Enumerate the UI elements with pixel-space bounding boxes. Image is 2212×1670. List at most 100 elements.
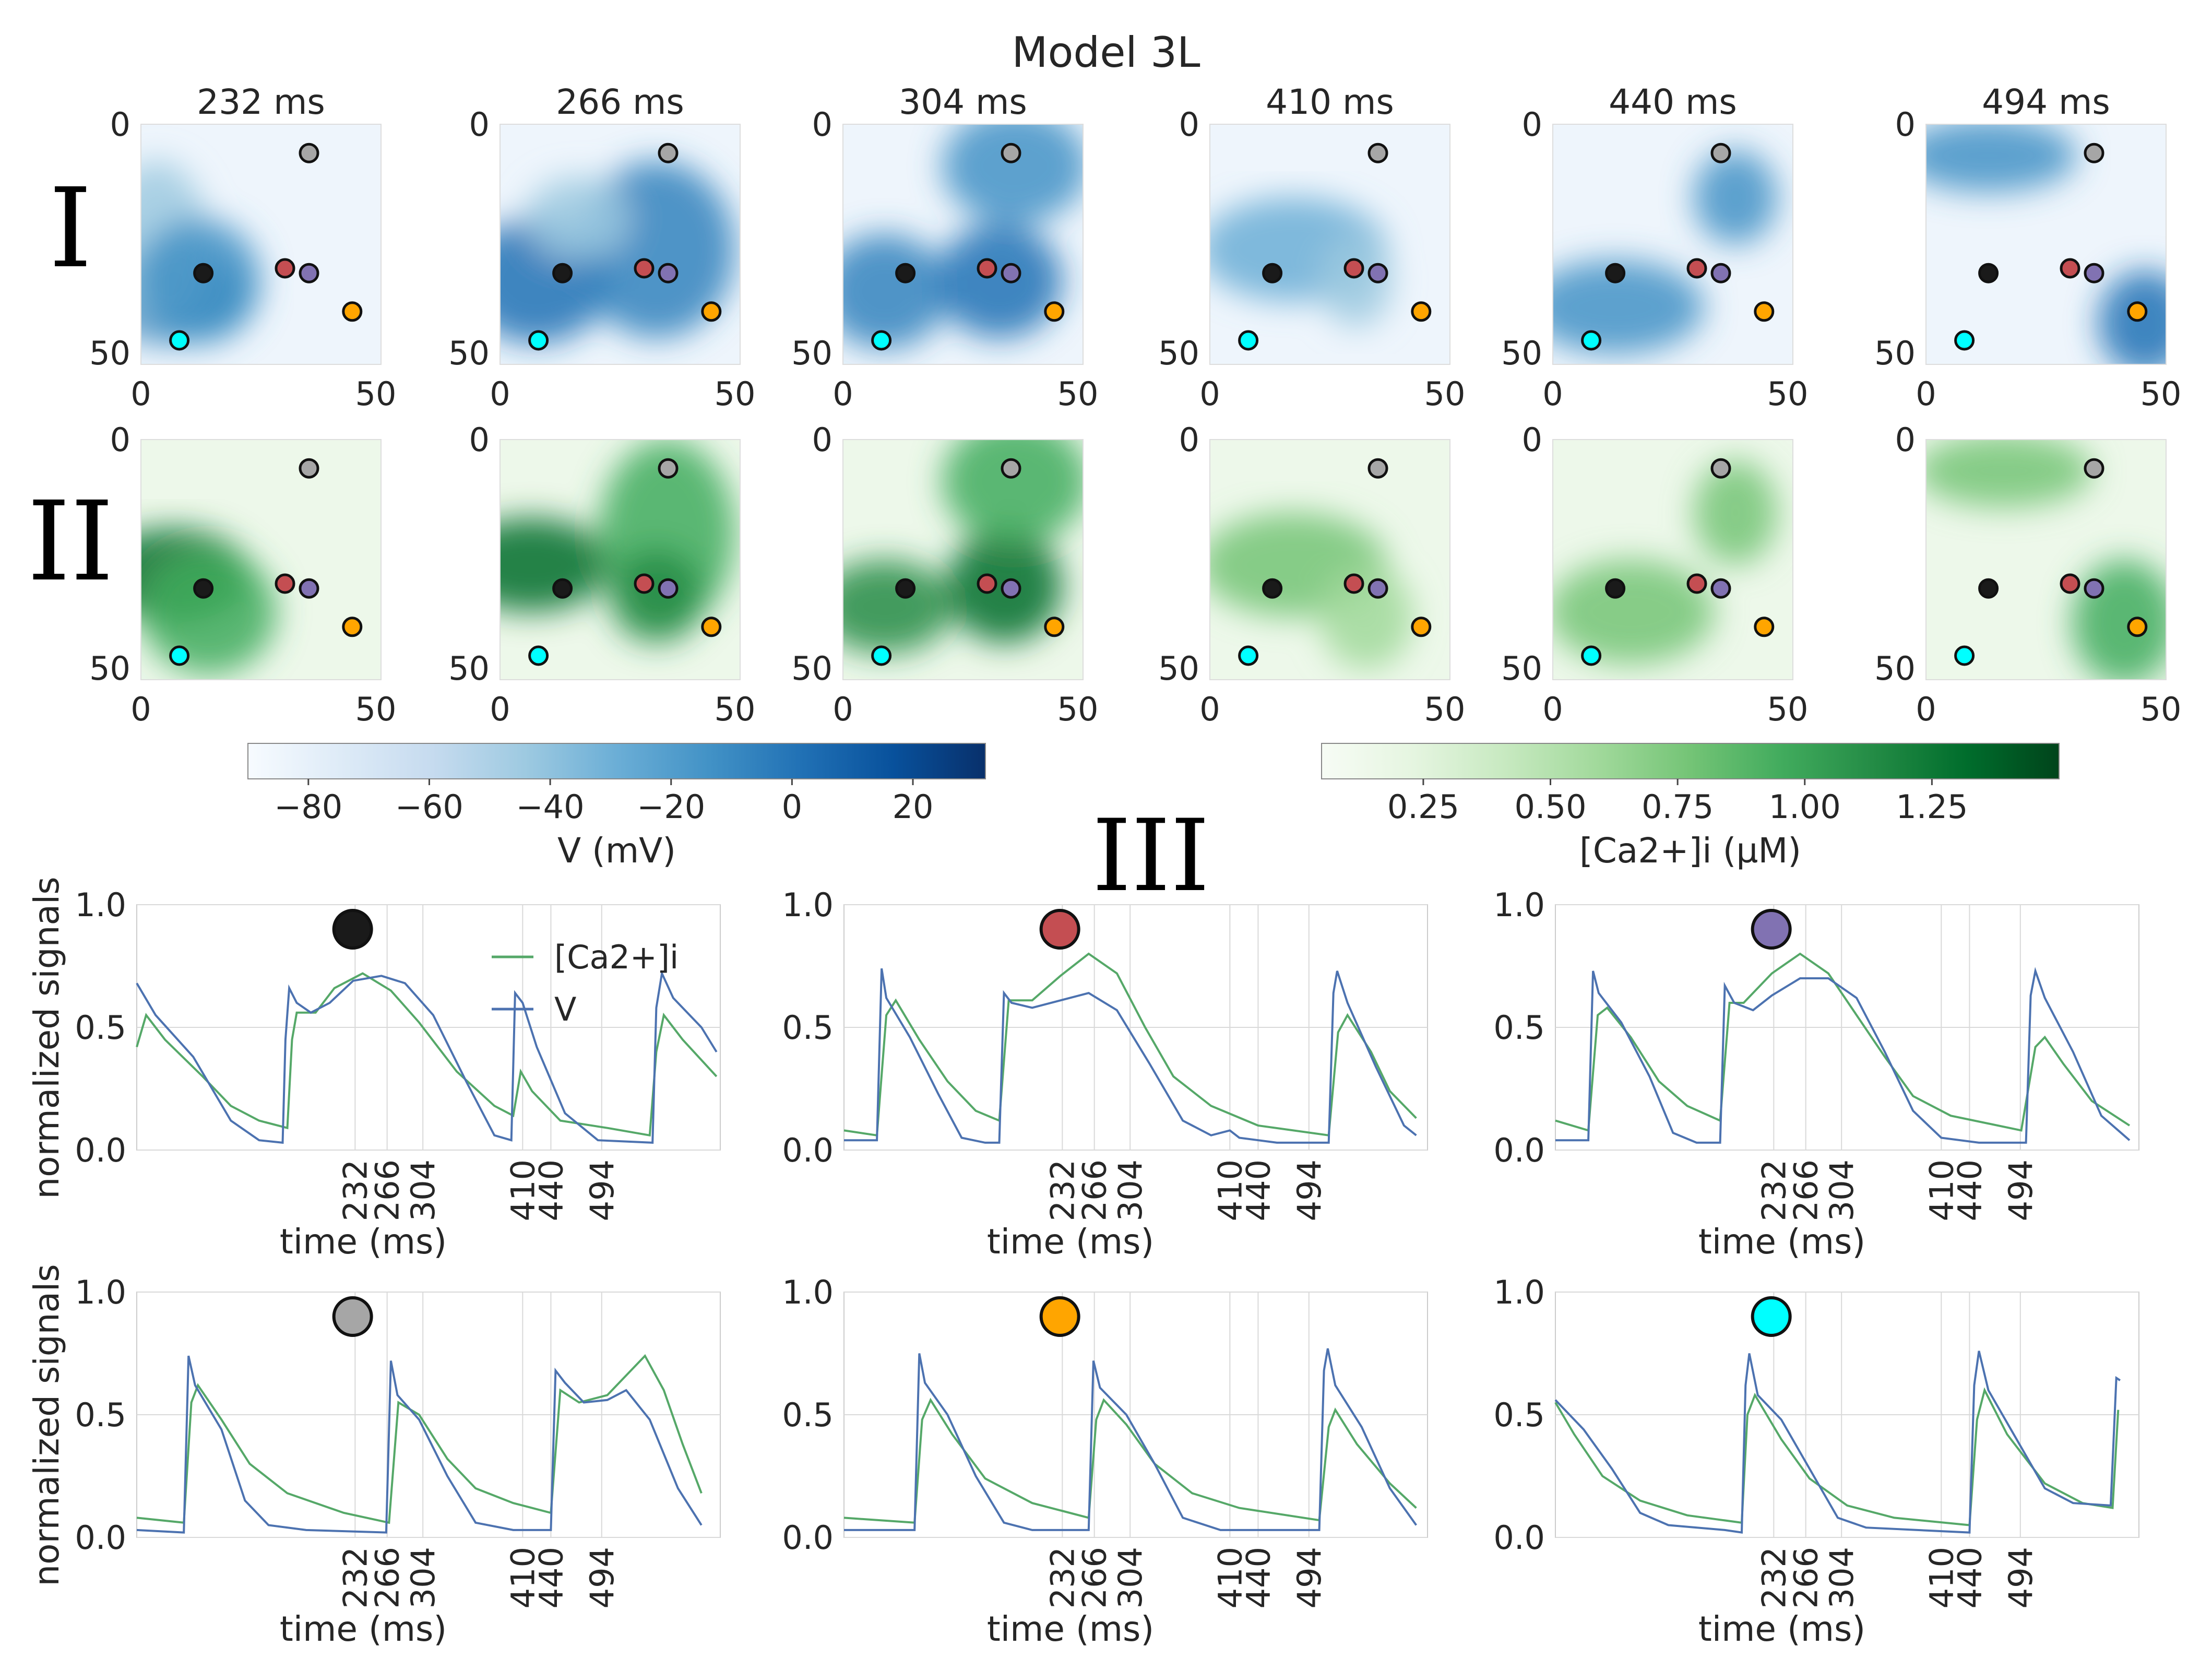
- probe-marker-cyan: [871, 330, 892, 351]
- trace-xtick-label: 440: [1951, 1159, 1989, 1221]
- probe-marker-red: [634, 258, 655, 279]
- trace-xtick-label: 266: [1076, 1547, 1114, 1608]
- map-field: [500, 161, 735, 344]
- trace-ytick-label: 0.5: [1493, 1009, 1545, 1047]
- map-time-label: 266 ms: [556, 82, 684, 122]
- trace-line-voltage: [1555, 967, 2131, 1144]
- probe-marker-black: [1978, 578, 1999, 599]
- colorbar-tick-label: −80: [274, 788, 342, 826]
- map-field: [843, 124, 1083, 349]
- probe-marker-gray: [2084, 458, 2104, 479]
- map-frame: [1925, 439, 2167, 680]
- map-blob: [2072, 560, 2166, 680]
- map-field: [141, 528, 277, 674]
- probe-marker-orange: [1754, 617, 1775, 637]
- trace-xtick-label: 494: [583, 1159, 621, 1221]
- probe-marker-red: [1343, 258, 1364, 279]
- legend: [Ca2+]i V: [492, 938, 679, 1028]
- map-ytick: 0: [469, 105, 490, 144]
- map-frame: [1925, 124, 2167, 365]
- map-field: [1210, 513, 1413, 669]
- map-field: [843, 440, 1083, 654]
- probe-marker-gray: [1367, 143, 1388, 163]
- trace-ytick-label: 0.5: [1493, 1396, 1545, 1434]
- probe-marker-black: [895, 263, 916, 283]
- map-xtick: 0: [833, 375, 853, 413]
- map-frame: [1209, 439, 1450, 680]
- probe-marker-cyan: [169, 330, 190, 351]
- map-xtick: 0: [1916, 690, 1936, 728]
- probe-marker-gray: [299, 458, 319, 479]
- probe-marker-purple: [658, 263, 679, 283]
- trace-ytick-label: 0.0: [75, 1519, 126, 1557]
- probe-marker-black: [193, 578, 214, 599]
- probe-marker-purple: [2084, 578, 2104, 599]
- probe-marker-black: [193, 263, 214, 283]
- trace-ytick-label: 0.0: [75, 1131, 126, 1169]
- trace-probe-marker-orange: [1039, 1296, 1080, 1337]
- trace-ytick-label: 1.0: [1493, 886, 1545, 924]
- colorbar-label: V (mV): [557, 831, 676, 871]
- trace-line-calcium: [1554, 1387, 2120, 1526]
- map-blob: [942, 124, 1083, 223]
- probe-marker-gray: [2084, 143, 2104, 163]
- probe-marker-orange: [1044, 301, 1065, 322]
- map-frame: [1209, 124, 1450, 365]
- map-blob: [1319, 234, 1393, 328]
- trace-xlabel: time (ms): [987, 1609, 1154, 1649]
- map-ytick: 50: [89, 334, 130, 372]
- map-ytick: 0: [469, 421, 490, 459]
- trace-ytick-label: 0.5: [782, 1009, 834, 1047]
- probe-marker-cyan: [1581, 645, 1602, 666]
- colorbar-tick-label: 0.75: [1642, 788, 1714, 826]
- trace-ylabel: normalized signals: [27, 877, 67, 1199]
- trace-xtick-label: 410: [504, 1547, 542, 1608]
- trace-ytick-label: 1.0: [75, 886, 126, 924]
- map-xtick: 50: [1767, 690, 1809, 728]
- map-ytick: 0: [812, 421, 833, 459]
- probe-marker-purple: [2084, 263, 2104, 283]
- map-frame: [140, 439, 382, 680]
- row-label-iii: III: [1092, 798, 1209, 914]
- trace-xtick-label: 232: [1043, 1547, 1081, 1608]
- trace-xtick-label: 232: [336, 1547, 374, 1608]
- probe-marker-red: [1686, 573, 1707, 594]
- map-xtick: 0: [490, 375, 510, 413]
- trace-xtick-label: 232: [1755, 1547, 1793, 1608]
- map-ytick: 50: [448, 649, 490, 688]
- probe-marker-red: [1686, 258, 1707, 279]
- trace-probe-marker-cyan: [1751, 1296, 1792, 1337]
- trace-xtick-label: 440: [1239, 1159, 1277, 1221]
- probe-marker-purple: [1001, 263, 1021, 283]
- probe-marker-cyan: [1238, 645, 1259, 666]
- figure-title: Model 3L: [1012, 28, 1200, 77]
- trace-line-voltage: [1554, 1351, 2121, 1534]
- probe-marker-cyan: [169, 645, 190, 666]
- map-blob: [843, 560, 953, 654]
- probe-marker-cyan: [1954, 645, 1975, 666]
- probe-marker-black: [1605, 578, 1626, 599]
- trace-xtick-label: 266: [1787, 1159, 1825, 1221]
- trace-xtick-label: 232: [1755, 1159, 1793, 1221]
- trace-line-calcium: [843, 952, 1417, 1137]
- probe-marker-orange: [701, 617, 722, 637]
- map-ytick: 0: [1522, 421, 1542, 459]
- trace-line-voltage: [136, 969, 718, 1144]
- map-time-label: 304 ms: [899, 82, 1027, 122]
- colorbar-tick-label: 0: [782, 788, 802, 826]
- trace-xtick-label: 440: [1951, 1547, 1989, 1608]
- probe-marker-purple: [658, 578, 679, 599]
- trace-ytick-label: 0.0: [782, 1519, 834, 1557]
- map-ytick: 50: [791, 649, 833, 688]
- trace-ytick-label: 1.0: [782, 1273, 834, 1311]
- trace-xtick-label: 494: [583, 1547, 621, 1608]
- map-blob: [500, 518, 610, 612]
- trace-xtick-label: 266: [368, 1547, 407, 1608]
- map-field: [1553, 460, 1777, 664]
- map-xtick: 50: [355, 375, 397, 413]
- map-blob: [526, 176, 631, 260]
